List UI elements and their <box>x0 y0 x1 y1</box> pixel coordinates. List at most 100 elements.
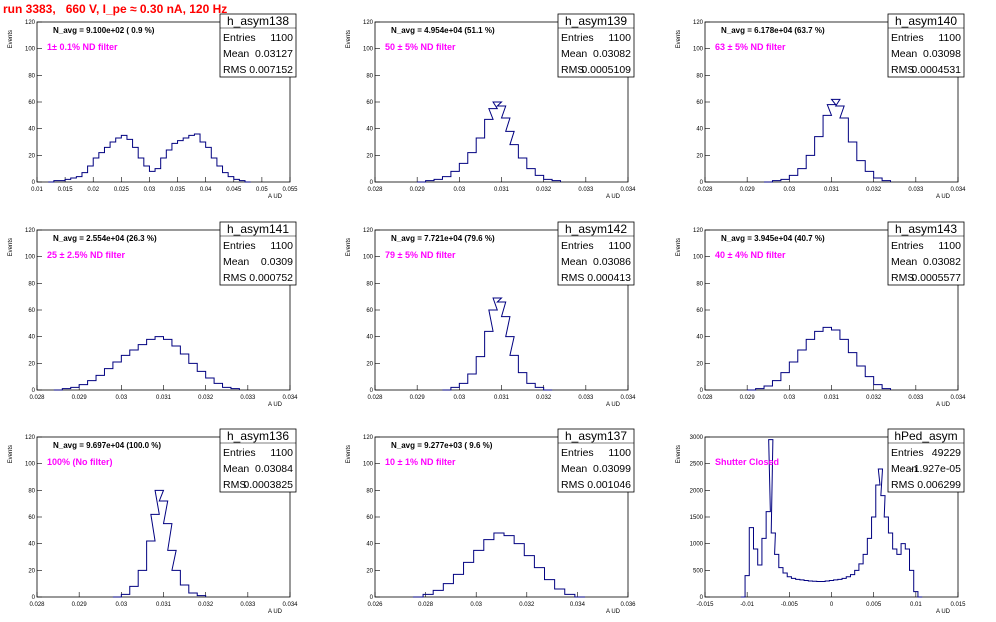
panel-h_asym137: 0 20 40 60 80 100 120 0.026 0.028 0.03 0.032 0.034 0… <box>346 428 636 615</box>
y-tick-label: 120 <box>363 435 374 441</box>
stat-value: 1100 <box>938 240 961 252</box>
stats-box <box>219 13 297 78</box>
stat-label: RMS <box>561 272 584 284</box>
stat-value: 1100 <box>608 447 631 459</box>
x-tick-label: 0.03 <box>783 395 795 401</box>
stat-value: 1100 <box>608 32 631 44</box>
histogram-name: h_asym137 <box>565 429 627 443</box>
x-tick-label: 0.015 <box>950 602 966 608</box>
y-tick-label: 40 <box>366 542 373 548</box>
x-tick-label: 0.031 <box>156 602 172 608</box>
histogram-name: h_asym139 <box>565 14 627 28</box>
y-tick-label: 80 <box>28 488 35 494</box>
stat-label: Mean <box>223 463 249 475</box>
x-tick-label: 0.03 <box>453 395 465 401</box>
x-tick-label: 0.045 <box>226 187 242 193</box>
x-tick-label: 0.031 <box>494 395 510 401</box>
x-tick-label: 0.028 <box>367 395 383 401</box>
y-tick-label: 60 <box>366 515 373 521</box>
stats-box <box>557 221 635 286</box>
x-tick-label: 0.034 <box>282 602 298 608</box>
stat-label: Entries <box>223 32 256 44</box>
x-tick-label: 0.03 <box>470 602 482 608</box>
histogram-name: h_asym142 <box>565 222 627 236</box>
y-tick-label: 120 <box>25 20 36 26</box>
x-tick-label: 0.034 <box>950 395 966 401</box>
y-tick-label: 100 <box>25 47 36 53</box>
stat-label: Mean <box>561 256 587 268</box>
stat-value: 0.0004531 <box>911 64 961 76</box>
stat-value: 0.03098 <box>923 48 961 60</box>
x-tick-label: 0.028 <box>29 395 45 401</box>
y-tick-label: 40 <box>696 335 703 341</box>
y-tick-label: 100 <box>25 462 36 468</box>
x-tick-label: 0.034 <box>570 602 586 608</box>
y-tick-label: 60 <box>696 100 703 106</box>
navg-label: N_avg = 7.721e+04 (79.6 %) <box>391 234 495 243</box>
y-tick-label: 60 <box>28 515 35 521</box>
x-tick-label: 0.025 <box>114 187 130 193</box>
y-axis-label: Events <box>676 30 682 48</box>
x-tick-label: 0.005 <box>866 602 882 608</box>
stat-label: Entries <box>561 240 594 252</box>
stats-box <box>887 428 965 493</box>
x-tick-label: 0.032 <box>519 602 535 608</box>
x-tick-label: 0.028 <box>367 187 383 193</box>
x-tick-label: 0.029 <box>740 395 756 401</box>
y-tick-label: 120 <box>25 435 36 441</box>
stat-value: 0.000752 <box>249 272 293 284</box>
y-tick-label: 3000 <box>690 435 704 441</box>
y-tick-label: 60 <box>366 100 373 106</box>
panel-h_asym143: 0 20 40 60 80 100 120 0.028 0.029 0.03 0.031 0.032 0… <box>676 221 966 408</box>
x-tick-label: 0.03 <box>783 187 795 193</box>
stat-value: 0.007152 <box>249 64 293 76</box>
panel-h_asym138: 0 20 40 60 80 100 120 0.01 0.015 0.02 0.025 0.03 0.0… <box>8 13 298 200</box>
stats-box <box>557 428 635 493</box>
y-tick-label: 40 <box>28 542 35 548</box>
stat-label: Mean <box>891 463 917 475</box>
y-tick-label: 500 <box>693 568 704 574</box>
x-tick-label: 0.033 <box>240 395 256 401</box>
stat-value: 0.000413 <box>587 272 631 284</box>
histogram-name: hPed_asym <box>894 429 957 443</box>
x-tick-label: 0.032 <box>536 395 552 401</box>
histogram-line <box>412 532 585 598</box>
x-tick-label: 0.029 <box>410 187 426 193</box>
page-title: run 3383, 660 V, I_pe ≈ 0.30 nA, 120 Hz <box>3 2 228 16</box>
stat-label: Entries <box>561 447 594 459</box>
histogram-name: h_asym138 <box>227 14 289 28</box>
stat-value: 0.001046 <box>587 479 631 491</box>
filter-label: 40 ± 4% ND filter <box>715 250 786 260</box>
x-tick-label: 0.029 <box>72 602 88 608</box>
stats-box <box>887 13 965 78</box>
histogram-line <box>417 101 562 183</box>
y-tick-label: 80 <box>366 281 373 287</box>
filter-label: 63 ± 5% ND filter <box>715 42 786 52</box>
histogram-name: h_asym141 <box>227 222 289 236</box>
y-axis-label: Events <box>8 238 14 256</box>
x-tick-label: 0.029 <box>410 395 426 401</box>
stat-label: Mean <box>561 48 587 60</box>
y-tick-label: 0 <box>32 388 36 394</box>
navg-label: N_avg = 9.697e+04 (100.0 %) <box>53 441 161 450</box>
y-tick-label: 120 <box>25 228 36 234</box>
x-tick-label: 0.036 <box>620 602 636 608</box>
x-tick-label: 0.031 <box>824 187 840 193</box>
x-tick-label: 0.034 <box>620 395 636 401</box>
x-tick-label: 0.034 <box>282 395 298 401</box>
y-tick-label: 120 <box>363 20 374 26</box>
x-tick-label: 0.032 <box>536 187 552 193</box>
y-tick-label: 0 <box>700 595 704 601</box>
y-tick-label: 80 <box>696 281 703 287</box>
y-tick-label: 60 <box>366 308 373 314</box>
y-tick-label: 40 <box>366 127 373 133</box>
histogram-line <box>48 133 251 183</box>
stat-label: RMS <box>891 64 914 76</box>
navg-label: N_avg = 6.178e+04 (63.7 %) <box>721 26 825 35</box>
x-tick-label: 0.03 <box>144 187 156 193</box>
filter-label: 25 ± 2.5% ND filter <box>47 250 125 260</box>
y-tick-label: 0 <box>32 180 36 186</box>
y-tick-label: 40 <box>28 127 35 133</box>
y-tick-label: 80 <box>696 73 703 79</box>
stat-label: RMS <box>223 479 246 491</box>
